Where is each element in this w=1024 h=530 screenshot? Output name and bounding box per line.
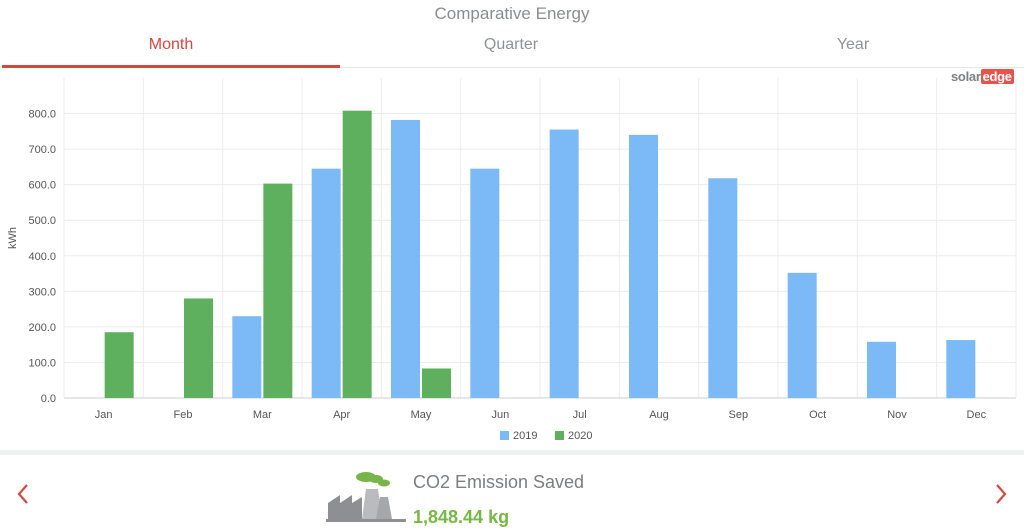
bar-2020-apr [342,110,372,398]
x-tick-label: Nov [887,409,907,421]
x-tick-label: Feb [174,409,193,421]
bar-2020-jan [104,332,134,398]
comparative-energy-card: Comparative Energy Month Quarter Year so… [0,0,1024,450]
tab-month[interactable]: Month [2,28,340,68]
x-tick-label: Oct [809,409,826,421]
bar-2019-aug [629,134,658,398]
tab-divider [340,67,1024,68]
co2-title: CO2 Emission Saved [413,472,585,492]
page-title: Comparative Energy [434,4,590,23]
legend-label-2020: 2020 [568,430,592,442]
x-tick-label: Mar [253,409,272,421]
y-tick-label: 800.0 [28,109,56,121]
bar-2020-may [422,368,451,398]
bar-2019-nov [867,341,896,398]
bar-2019-jul [549,129,579,399]
x-tick-label: Jul [573,409,587,421]
y-tick-label: 600.0 [28,180,56,192]
y-tick-label: 300.0 [28,286,56,298]
chevron-right-icon[interactable] [994,483,1008,512]
tab-year[interactable]: Year [836,36,870,53]
bar-2019-dec [946,340,976,398]
x-tick-label: Apr [333,409,350,421]
legend-label-2019: 2019 [513,430,537,442]
y-tick-label: 400.0 [28,251,56,263]
x-tick-label: Jun [491,409,509,421]
x-tick-label: May [411,409,432,421]
co2-value: 1,848.44 kg [413,507,510,527]
bar-2019-apr [311,168,341,398]
y-axis-label: kWh [7,227,19,249]
legend-swatch-2019 [500,431,509,440]
bar-2019-jun [470,168,500,398]
y-tick-label: 0.0 [41,393,56,405]
logo-solar: solar [951,69,981,84]
bar-2019-may [391,119,420,398]
x-tick-label: Jan [95,409,113,421]
x-tick-label: Aug [649,409,669,421]
chevron-left-icon[interactable] [16,483,30,512]
x-tick-label: Dec [967,409,987,421]
y-tick-label: 700.0 [28,144,56,156]
logo-edge: edge [980,69,1014,84]
bar-2019-sep [708,178,738,398]
y-tick-label: 200.0 [28,322,56,334]
solaredge-logo: solar edge [951,69,1014,84]
energy-bar-chart: 0.0 100.0 200.0 300.0 400.0 500.0 600.0 700.0 80… [7,78,1017,442]
bar-2019-mar [232,316,262,398]
bar-2020-feb [184,298,213,398]
co2-panel: CO2 Emission Saved 1,848.44 kg [0,455,1024,530]
legend-swatch-2020 [555,431,564,440]
y-tick-label: 100.0 [28,357,56,369]
bar-2020-mar [263,183,293,398]
factory-icon [326,467,406,528]
x-tick-label: Sep [729,409,749,421]
tab-quarter[interactable]: Quarter [483,36,539,53]
period-tabs: Month Quarter Year [0,28,1024,70]
bar-2019-oct [787,272,817,398]
y-tick-label: 500.0 [28,215,56,227]
